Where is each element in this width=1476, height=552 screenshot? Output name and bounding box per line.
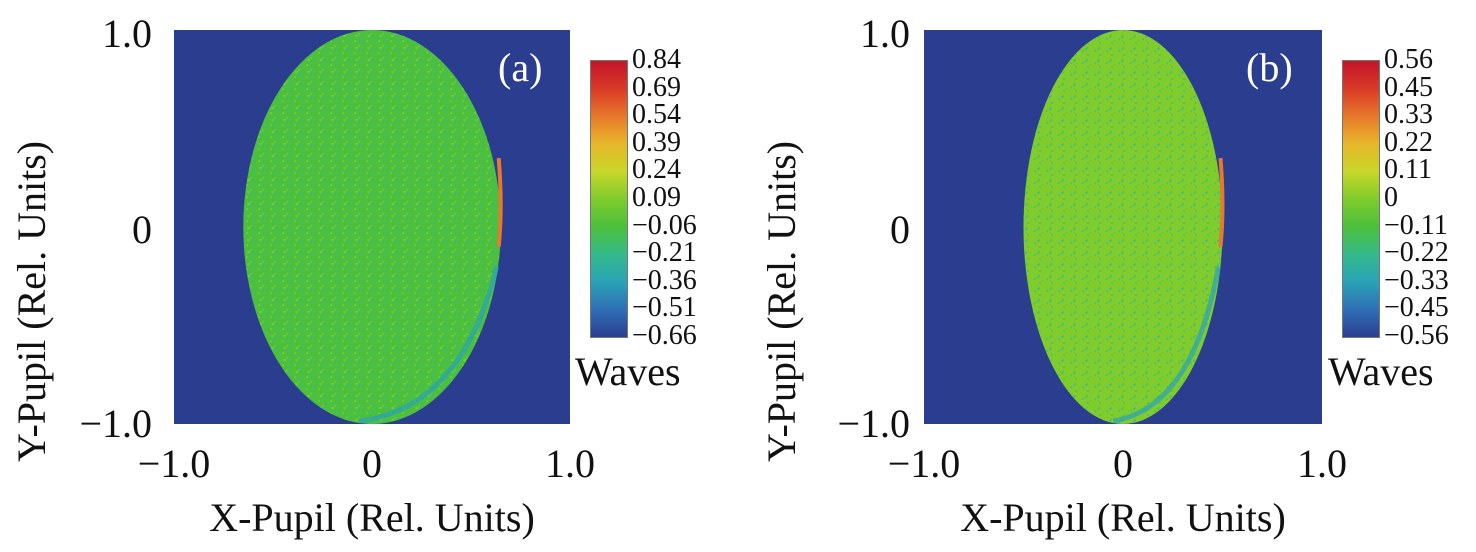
pupil-edge-warm bbox=[1218, 157, 1225, 247]
colorbar-tick-label: −0.06 bbox=[632, 209, 697, 241]
x-tick-right-a: 1.0 bbox=[545, 441, 595, 486]
wavefront-svg-b bbox=[1023, 30, 1225, 424]
colorbar-units-a: Waves bbox=[575, 349, 681, 394]
colorbar-tick-label: 0.45 bbox=[1384, 71, 1433, 103]
colorbar-tick-label: 0.84 bbox=[632, 44, 681, 75]
colorbar-tick-label: −0.36 bbox=[632, 264, 697, 296]
x-tick-mid-a: 0 bbox=[362, 441, 382, 486]
panel-label-b: (b) bbox=[1246, 45, 1293, 90]
colorbar-tick-label: 0.11 bbox=[1384, 154, 1432, 186]
pupil-texture bbox=[243, 30, 501, 424]
colorbar-tick-label: 0.56 bbox=[1384, 44, 1433, 75]
panel-b: (b) 1.0 0 −1.0 −1.0 0 1.0 X-Pupil (Rel. … bbox=[738, 0, 1476, 552]
colorbar-tick-label: −0.51 bbox=[632, 292, 697, 324]
colorbar-a bbox=[590, 60, 628, 338]
colorbar-tick-label: −0.21 bbox=[632, 237, 697, 269]
pupil-texture bbox=[1023, 30, 1223, 424]
colorbar-tick-label: −0.33 bbox=[1384, 264, 1449, 296]
y-axis-label-b: Y-Pupil (Rel. Units) bbox=[759, 140, 804, 462]
y-tick-top-a: 1.0 bbox=[102, 11, 152, 56]
pupil-edge-warm bbox=[496, 157, 503, 247]
wavefront-map-b bbox=[924, 30, 1322, 424]
x-axis-label-a: X-Pupil (Rel. Units) bbox=[209, 495, 535, 540]
colorbar-tick-label: 0 bbox=[1384, 182, 1398, 213]
colorbar-b bbox=[1342, 60, 1380, 338]
x-tick-left-b: −1.0 bbox=[887, 441, 961, 486]
wavefront-svg-a bbox=[243, 30, 503, 424]
y-tick-mid-b: 0 bbox=[890, 207, 910, 252]
y-tick-mid-a: 0 bbox=[132, 207, 152, 252]
colorbar-tick-label: −0.56 bbox=[1384, 320, 1449, 351]
y-tick-bottom-b: −1.0 bbox=[837, 401, 910, 446]
colorbar-tick-label: 0.69 bbox=[632, 71, 681, 103]
colorbar-tick-label: 0.54 bbox=[632, 99, 681, 131]
pupil-edge-cool bbox=[358, 265, 500, 424]
x-tick-mid-b: 0 bbox=[1113, 441, 1133, 486]
y-tick-bottom-a: −1.0 bbox=[79, 401, 152, 446]
colorbar-tick-label: 0.22 bbox=[1384, 126, 1433, 158]
colorbar-tick-label: −0.66 bbox=[632, 320, 697, 351]
panel-label-a: (a) bbox=[498, 45, 543, 90]
colorbar-tick-label: −0.22 bbox=[1384, 237, 1449, 269]
colorbar-tick-label: −0.45 bbox=[1384, 292, 1449, 324]
x-tick-left-a: −1.0 bbox=[137, 441, 211, 486]
colorbar-tick-label: −0.11 bbox=[1384, 209, 1448, 241]
y-tick-top-b: 1.0 bbox=[860, 11, 910, 56]
colorbar-tick-label: 0.24 bbox=[632, 154, 681, 186]
x-axis-label-b: X-Pupil (Rel. Units) bbox=[960, 495, 1286, 540]
colorbar-tick-label: 0.09 bbox=[632, 182, 681, 213]
panel-a: (a) 1.0 0 −1.0 −1.0 0 1.0 X-Pupil (Rel. … bbox=[9, 11, 697, 540]
wavefront-map-a bbox=[174, 30, 570, 424]
x-tick-right-b: 1.0 bbox=[1297, 441, 1347, 486]
colorbar-tick-label: 0.39 bbox=[632, 126, 681, 158]
pupil-edge-cool bbox=[1112, 265, 1221, 424]
colorbar-tick-label: 0.33 bbox=[1384, 99, 1433, 131]
y-axis-label-a: Y-Pupil (Rel. Units) bbox=[9, 140, 54, 462]
colorbar-units-b: Waves bbox=[1328, 349, 1434, 394]
